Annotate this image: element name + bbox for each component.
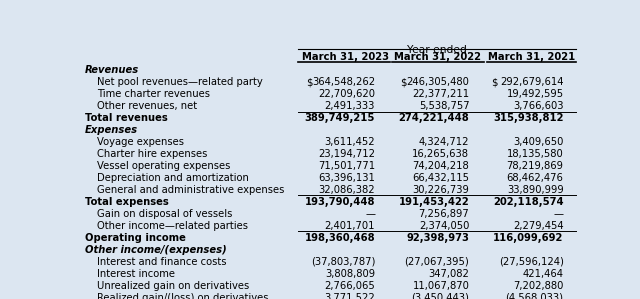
Text: (27,067,395): (27,067,395) bbox=[404, 257, 469, 267]
Text: 33,890,999: 33,890,999 bbox=[507, 185, 564, 195]
Text: 71,501,771: 71,501,771 bbox=[318, 161, 375, 171]
Text: $: $ bbox=[491, 77, 497, 87]
Text: Other revenues, net: Other revenues, net bbox=[97, 101, 198, 111]
Text: 274,221,448: 274,221,448 bbox=[399, 113, 469, 123]
Text: 5,538,757: 5,538,757 bbox=[419, 101, 469, 111]
Text: 3,766,603: 3,766,603 bbox=[513, 101, 564, 111]
FancyBboxPatch shape bbox=[80, 279, 576, 291]
Text: 22,377,211: 22,377,211 bbox=[412, 89, 469, 99]
Text: (4,568,033): (4,568,033) bbox=[506, 293, 564, 299]
Text: Interest and finance costs: Interest and finance costs bbox=[97, 257, 227, 267]
Text: 74,204,218: 74,204,218 bbox=[413, 161, 469, 171]
FancyBboxPatch shape bbox=[80, 254, 576, 267]
FancyBboxPatch shape bbox=[80, 267, 576, 279]
Text: March 31, 2022: March 31, 2022 bbox=[394, 52, 481, 62]
Text: 421,464: 421,464 bbox=[523, 269, 564, 279]
FancyBboxPatch shape bbox=[80, 291, 576, 299]
Text: 3,611,452: 3,611,452 bbox=[324, 137, 375, 147]
Text: 2,279,454: 2,279,454 bbox=[513, 221, 564, 231]
Text: 18,135,580: 18,135,580 bbox=[507, 149, 564, 159]
Text: 11,067,870: 11,067,870 bbox=[413, 281, 469, 291]
FancyBboxPatch shape bbox=[80, 123, 576, 135]
Text: 191,453,422: 191,453,422 bbox=[399, 197, 469, 207]
Text: Year ended: Year ended bbox=[407, 45, 467, 55]
Text: Other income/(expenses): Other income/(expenses) bbox=[85, 245, 227, 255]
Text: 30,226,739: 30,226,739 bbox=[413, 185, 469, 195]
Text: Vessel operating expenses: Vessel operating expenses bbox=[97, 161, 231, 171]
Text: Depreciation and amortization: Depreciation and amortization bbox=[97, 173, 249, 183]
Text: (3,450,443): (3,450,443) bbox=[412, 293, 469, 299]
Text: 2,374,050: 2,374,050 bbox=[419, 221, 469, 231]
Text: Time charter revenues: Time charter revenues bbox=[97, 89, 211, 99]
Text: 202,118,574: 202,118,574 bbox=[493, 197, 564, 207]
Text: Interest income: Interest income bbox=[97, 269, 175, 279]
FancyBboxPatch shape bbox=[80, 75, 576, 87]
Text: 78,219,869: 78,219,869 bbox=[507, 161, 564, 171]
Text: (27,596,124): (27,596,124) bbox=[499, 257, 564, 267]
Text: 7,202,880: 7,202,880 bbox=[513, 281, 564, 291]
Text: (37,803,787): (37,803,787) bbox=[311, 257, 375, 267]
Text: Gain on disposal of vessels: Gain on disposal of vessels bbox=[97, 209, 233, 219]
Text: March 31, 2023: March 31, 2023 bbox=[302, 52, 389, 62]
Text: —: — bbox=[365, 209, 375, 219]
Text: Realized gain/(loss) on derivatives: Realized gain/(loss) on derivatives bbox=[97, 293, 269, 299]
Text: March 31, 2021: March 31, 2021 bbox=[488, 52, 575, 62]
Text: 198,360,468: 198,360,468 bbox=[305, 233, 375, 243]
FancyBboxPatch shape bbox=[80, 207, 576, 219]
Text: 2,401,701: 2,401,701 bbox=[324, 221, 375, 231]
Text: Charter hire expenses: Charter hire expenses bbox=[97, 149, 208, 159]
Text: 63,396,131: 63,396,131 bbox=[318, 173, 375, 183]
Text: Expenses: Expenses bbox=[85, 125, 138, 135]
Text: 246,305,480: 246,305,480 bbox=[406, 77, 469, 87]
Text: Operating income: Operating income bbox=[85, 233, 186, 243]
FancyBboxPatch shape bbox=[80, 242, 576, 254]
Text: 193,790,448: 193,790,448 bbox=[305, 197, 375, 207]
FancyBboxPatch shape bbox=[80, 195, 576, 207]
Text: Total revenues: Total revenues bbox=[85, 113, 168, 123]
FancyBboxPatch shape bbox=[80, 171, 576, 183]
Text: 2,766,065: 2,766,065 bbox=[324, 281, 375, 291]
Text: General and administrative expenses: General and administrative expenses bbox=[97, 185, 285, 195]
Text: 68,462,476: 68,462,476 bbox=[507, 173, 564, 183]
Text: Net pool revenues—related party: Net pool revenues—related party bbox=[97, 77, 263, 87]
Text: 4,324,712: 4,324,712 bbox=[419, 137, 469, 147]
FancyBboxPatch shape bbox=[80, 159, 576, 171]
Text: Revenues: Revenues bbox=[85, 65, 140, 75]
Text: 22,709,620: 22,709,620 bbox=[318, 89, 375, 99]
Text: 315,938,812: 315,938,812 bbox=[493, 113, 564, 123]
Text: 116,099,692: 116,099,692 bbox=[493, 233, 564, 243]
FancyBboxPatch shape bbox=[80, 87, 576, 99]
Text: Voyage expenses: Voyage expenses bbox=[97, 137, 184, 147]
Text: Unrealized gain on derivatives: Unrealized gain on derivatives bbox=[97, 281, 250, 291]
Text: 389,749,215: 389,749,215 bbox=[305, 113, 375, 123]
FancyBboxPatch shape bbox=[80, 147, 576, 159]
FancyBboxPatch shape bbox=[80, 63, 576, 75]
Text: 364,548,262: 364,548,262 bbox=[312, 77, 375, 87]
Text: 3,808,809: 3,808,809 bbox=[325, 269, 375, 279]
Text: —: — bbox=[554, 209, 564, 219]
Text: 66,432,115: 66,432,115 bbox=[412, 173, 469, 183]
Text: 3,771,522: 3,771,522 bbox=[324, 293, 375, 299]
Text: 16,265,638: 16,265,638 bbox=[412, 149, 469, 159]
FancyBboxPatch shape bbox=[80, 231, 576, 242]
Text: Total expenses: Total expenses bbox=[85, 197, 169, 207]
Text: 32,086,382: 32,086,382 bbox=[319, 185, 375, 195]
Text: $: $ bbox=[400, 77, 406, 87]
Text: 23,194,712: 23,194,712 bbox=[318, 149, 375, 159]
Text: $: $ bbox=[306, 77, 312, 87]
Text: 347,082: 347,082 bbox=[429, 269, 469, 279]
Text: Other income—related parties: Other income—related parties bbox=[97, 221, 248, 231]
Text: 19,492,595: 19,492,595 bbox=[506, 89, 564, 99]
FancyBboxPatch shape bbox=[80, 219, 576, 231]
Text: 92,398,973: 92,398,973 bbox=[406, 233, 469, 243]
Text: 2,491,333: 2,491,333 bbox=[324, 101, 375, 111]
Text: 3,409,650: 3,409,650 bbox=[513, 137, 564, 147]
FancyBboxPatch shape bbox=[80, 99, 576, 111]
FancyBboxPatch shape bbox=[80, 111, 576, 123]
FancyBboxPatch shape bbox=[80, 183, 576, 195]
Text: 7,256,897: 7,256,897 bbox=[419, 209, 469, 219]
FancyBboxPatch shape bbox=[80, 135, 576, 147]
Text: 292,679,614: 292,679,614 bbox=[500, 77, 564, 87]
